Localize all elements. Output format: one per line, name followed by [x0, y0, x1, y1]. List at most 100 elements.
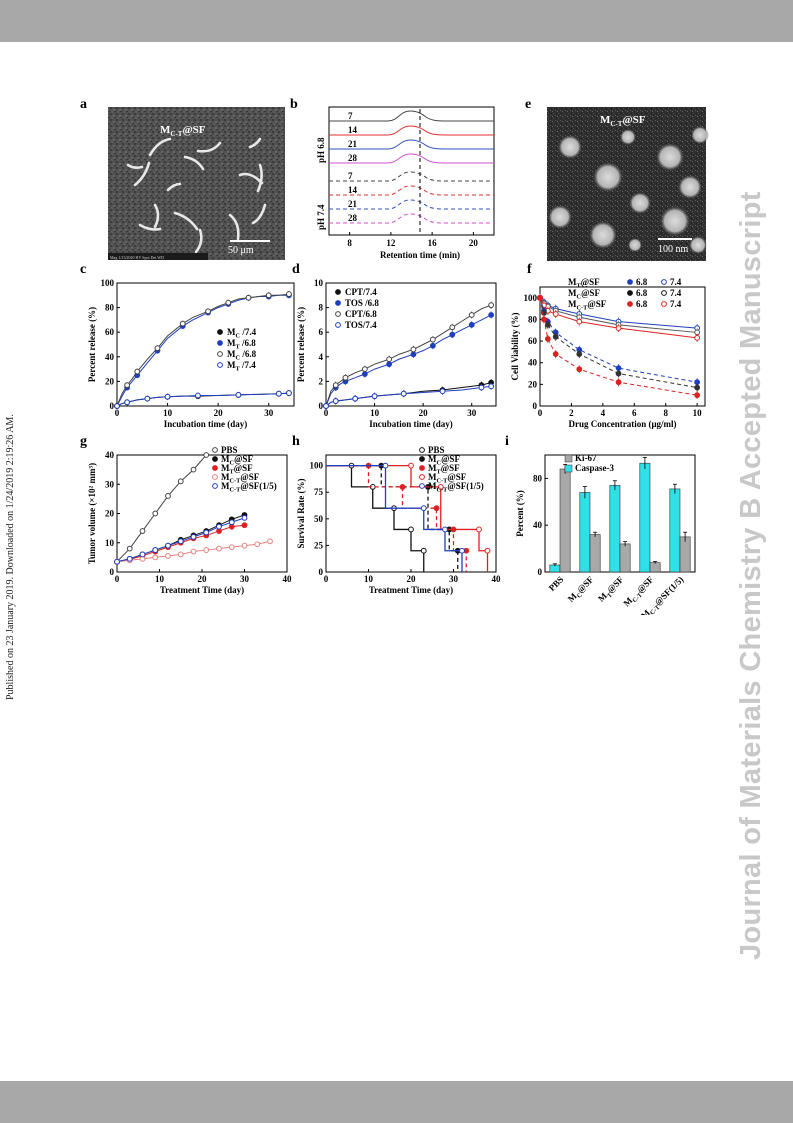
legend-marker	[419, 447, 425, 453]
legend-label: MC /6.8	[227, 349, 257, 362]
series-line	[116, 293, 290, 407]
figure-svg: a MC-T@SF 50 μm Mag 1/13/2020 HV Spot De…	[80, 97, 709, 621]
nanorod-shapes	[126, 137, 267, 254]
panel-f-letter: f	[527, 262, 532, 277]
y-tick-label: 8	[319, 303, 324, 313]
x-tick-label: 10	[155, 574, 165, 584]
panel-b-xlabel: Retention time (min)	[380, 250, 460, 260]
publication-note-text: Published on 23 January 2019. Downloaded…	[5, 414, 16, 700]
survival-marker	[420, 505, 427, 512]
y-tick-label: 0	[319, 567, 324, 577]
survival-marker	[433, 505, 440, 512]
y-tick-label: 75	[314, 487, 324, 497]
y-tick-label: 10	[314, 278, 324, 288]
legend-label: MC@SF	[221, 454, 253, 467]
y-tick-label: 0	[110, 567, 115, 577]
legend-marker	[419, 465, 425, 471]
data-point	[177, 551, 184, 558]
data-point	[386, 356, 393, 363]
x-tick-label: 16	[428, 238, 438, 248]
figure: a MC-T@SF 50 μm Mag 1/13/2020 HV Spot De…	[80, 95, 735, 621]
y-tick-label: 80	[533, 473, 543, 483]
data-point	[541, 316, 547, 323]
data-point	[694, 392, 701, 399]
data-point	[468, 312, 475, 318]
data-point	[488, 383, 495, 390]
series-line	[325, 385, 492, 407]
x-tick-label: 8	[663, 408, 668, 418]
x-axis-label: Incubation time (day)	[164, 419, 248, 429]
x-tick-label: 40	[492, 574, 502, 584]
bar	[679, 536, 691, 573]
trace-label: 21	[348, 139, 358, 149]
panel-e-letter: e	[525, 97, 531, 112]
legend-marker	[217, 351, 223, 357]
data-point	[576, 366, 583, 373]
bar	[609, 485, 621, 573]
bar	[649, 562, 661, 573]
footer-band	[0, 1081, 793, 1123]
data-point	[190, 466, 197, 473]
panel-g-letter: g	[80, 434, 87, 449]
x-tick-label: 10	[364, 574, 374, 584]
data-point	[241, 522, 248, 529]
legend-ph: 7.4	[670, 277, 682, 287]
trace-label: 14	[348, 125, 358, 135]
panel-b-trace-labels: 7 14 21 28 7 14 21 28	[348, 111, 358, 223]
legend-marker	[212, 483, 218, 489]
data-point	[544, 321, 551, 328]
legend-label: MC-T@SF	[221, 472, 260, 485]
legend-label: CPT/7.4	[345, 287, 377, 297]
y-tick-label: 80	[105, 303, 115, 313]
legend-swatch	[564, 464, 573, 473]
x-tick-label: 6	[632, 408, 637, 418]
x-tick-label: 20	[419, 408, 429, 418]
data-point	[410, 346, 417, 353]
series-line	[325, 382, 492, 407]
y-tick-label: 20	[105, 509, 115, 519]
legend-marker	[661, 279, 667, 285]
y-tick-label: 2	[319, 376, 324, 386]
data-point	[225, 299, 232, 306]
publication-note: Published on 23 January 2019. Downloaded…	[5, 380, 19, 700]
x-tick-label: 0	[324, 408, 329, 418]
legend-marker	[212, 456, 218, 462]
x-tick-label: 8	[347, 238, 352, 248]
data-point	[478, 384, 485, 391]
panel-c-letter: c	[80, 262, 86, 277]
legend-marker	[419, 474, 425, 480]
x-axis-label: Treatment Time (day)	[160, 585, 244, 595]
x-tick-label: 20	[469, 238, 479, 248]
x-tick-label: 0	[115, 408, 120, 418]
legend-label: Caspase-3	[575, 463, 615, 473]
survival-marker	[476, 526, 482, 533]
panel-e-label: MC-T@SF	[600, 114, 646, 128]
y-tick-label: 6	[319, 327, 324, 337]
legend-marker	[627, 279, 633, 285]
data-point	[241, 542, 248, 549]
legend-marker	[627, 301, 633, 307]
y-tick-label: 0	[319, 401, 324, 411]
data-point	[265, 292, 272, 299]
data-point	[152, 554, 159, 561]
gpc-trace	[329, 153, 494, 164]
y-tick-label: 100	[310, 461, 324, 471]
survival-marker	[399, 484, 406, 490]
y-tick-label: 40	[105, 450, 115, 460]
data-point	[195, 392, 201, 399]
y-tick-label: 0	[533, 401, 538, 411]
legend-label: PBS	[428, 445, 445, 455]
data-point	[615, 370, 622, 377]
ph74-label: pH 7.4	[316, 204, 326, 230]
data-point	[152, 510, 159, 517]
bar	[559, 468, 571, 573]
legend-ph: 6.8	[636, 277, 648, 287]
data-point	[179, 320, 186, 327]
data-point	[235, 392, 242, 398]
data-point	[114, 558, 120, 565]
panel-i-letter: i	[505, 434, 509, 449]
legend-label: MC@SF	[428, 454, 460, 467]
series-line	[116, 392, 289, 407]
